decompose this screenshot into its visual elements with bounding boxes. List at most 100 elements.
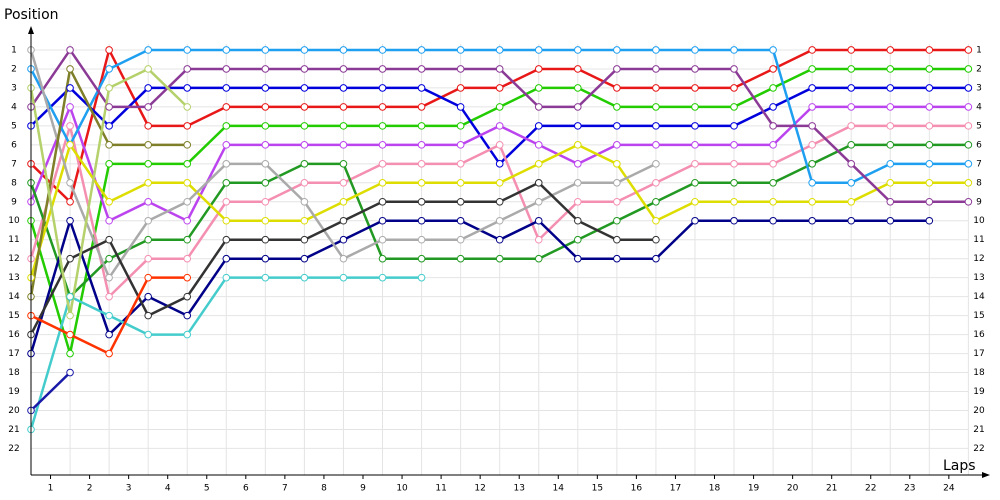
x-tick-label: 15: [592, 484, 603, 494]
lap-marker: [105, 235, 113, 244]
lap-marker: [261, 197, 270, 206]
y-tick-label-right: 17: [973, 349, 984, 359]
lap-marker: [534, 160, 543, 168]
lap-marker: [613, 103, 621, 111]
lap-marker: [495, 84, 504, 92]
lap-marker: [261, 160, 270, 168]
lap-marker: [495, 46, 504, 54]
y-tick-label: 15: [8, 311, 19, 321]
y-tick-label: 12: [8, 254, 19, 264]
lap-marker: [613, 254, 621, 263]
lap-marker: [495, 216, 504, 225]
lap-marker: [66, 65, 74, 73]
y-tick-label-right: 5: [976, 121, 982, 131]
lap-marker: [574, 141, 582, 149]
lap-marker: [769, 84, 777, 92]
lap-marker: [534, 141, 543, 149]
lap-marker: [222, 235, 231, 244]
lap-marker: [574, 122, 582, 130]
lap-marker: [378, 178, 387, 187]
lap-marker: [66, 311, 74, 320]
x-tick-label: 19: [748, 484, 760, 494]
plot: [27, 46, 973, 434]
lap-marker: [652, 103, 660, 111]
lap-marker: [378, 46, 387, 54]
lap-marker: [66, 292, 74, 301]
lap-marker: [691, 216, 699, 225]
lap-marker: [300, 103, 309, 111]
lap-marker: [339, 235, 348, 244]
y-tick-label-right: 3: [976, 83, 982, 93]
lap-marker: [222, 254, 231, 263]
lap-marker: [105, 103, 113, 111]
series-line: [30, 371, 71, 412]
lap-marker: [105, 46, 113, 54]
lap-marker: [222, 216, 231, 225]
y-tick-label-right: 2: [976, 64, 982, 74]
lap-marker: [925, 141, 934, 149]
lap-marker: [183, 273, 192, 282]
x-tick-label: 10: [396, 484, 408, 494]
lap-marker: [66, 216, 74, 225]
y-tick-label-right: 9: [976, 197, 982, 207]
lap-marker: [66, 368, 74, 377]
lap-marker: [417, 84, 426, 92]
lap-marker: [417, 254, 426, 263]
lap-marker: [613, 216, 621, 225]
lap-marker: [730, 216, 738, 225]
lap-marker: [300, 178, 309, 187]
lap-marker: [495, 103, 504, 111]
lap-marker: [417, 235, 426, 244]
lap-marker: [222, 103, 231, 111]
lap-marker: [144, 292, 152, 301]
lap-marker: [730, 84, 738, 92]
x-tick-label: 12: [474, 484, 485, 494]
lap-marker: [417, 160, 426, 168]
lap-marker: [417, 197, 426, 206]
lap-marker: [144, 273, 152, 282]
y-tick-label-right: 1: [976, 45, 982, 55]
lap-marker: [808, 103, 816, 111]
lap-marker: [339, 65, 348, 73]
y-tick-label-right: 4: [976, 102, 982, 112]
lap-marker: [769, 216, 777, 225]
lap-marker: [261, 273, 270, 282]
lap-marker: [730, 141, 738, 149]
lap-marker: [652, 197, 660, 206]
lap-marker: [847, 197, 856, 206]
lap-marker: [261, 103, 270, 111]
lap-marker: [456, 141, 465, 149]
lap-marker: [534, 254, 543, 263]
lap-marker: [534, 65, 543, 73]
lap-marker: [105, 254, 113, 263]
y-tick-label: 1: [11, 45, 17, 55]
lap-marker: [378, 235, 387, 244]
lap-marker: [261, 65, 270, 73]
lap-marker: [144, 254, 152, 263]
lap-marker: [808, 160, 816, 168]
y-tick-label-right: 16: [973, 330, 985, 340]
lap-marker: [183, 141, 192, 149]
lap-marker: [574, 178, 582, 187]
lap-marker: [534, 103, 543, 111]
lap-marker: [495, 122, 504, 130]
y-tick-label-right: 21: [973, 425, 984, 435]
lap-marker: [300, 216, 309, 225]
lap-marker: [808, 46, 816, 54]
x-tick-label: 13: [513, 484, 524, 494]
lap-marker: [261, 254, 270, 263]
lap-marker: [105, 273, 113, 282]
lap-marker: [613, 160, 621, 168]
y-tick-label-right: 10: [973, 216, 985, 226]
lap-marker: [183, 292, 192, 301]
lap-marker: [925, 122, 934, 130]
lap-marker: [105, 292, 113, 301]
lap-marker: [339, 273, 348, 282]
lap-marker: [144, 330, 152, 339]
lap-marker: [144, 65, 152, 73]
lap-marker: [652, 235, 660, 244]
lap-marker: [144, 311, 152, 320]
y-tick-label: 5: [11, 121, 17, 131]
lap-marker: [456, 46, 465, 54]
y-tick-label-right: 7: [976, 159, 982, 169]
